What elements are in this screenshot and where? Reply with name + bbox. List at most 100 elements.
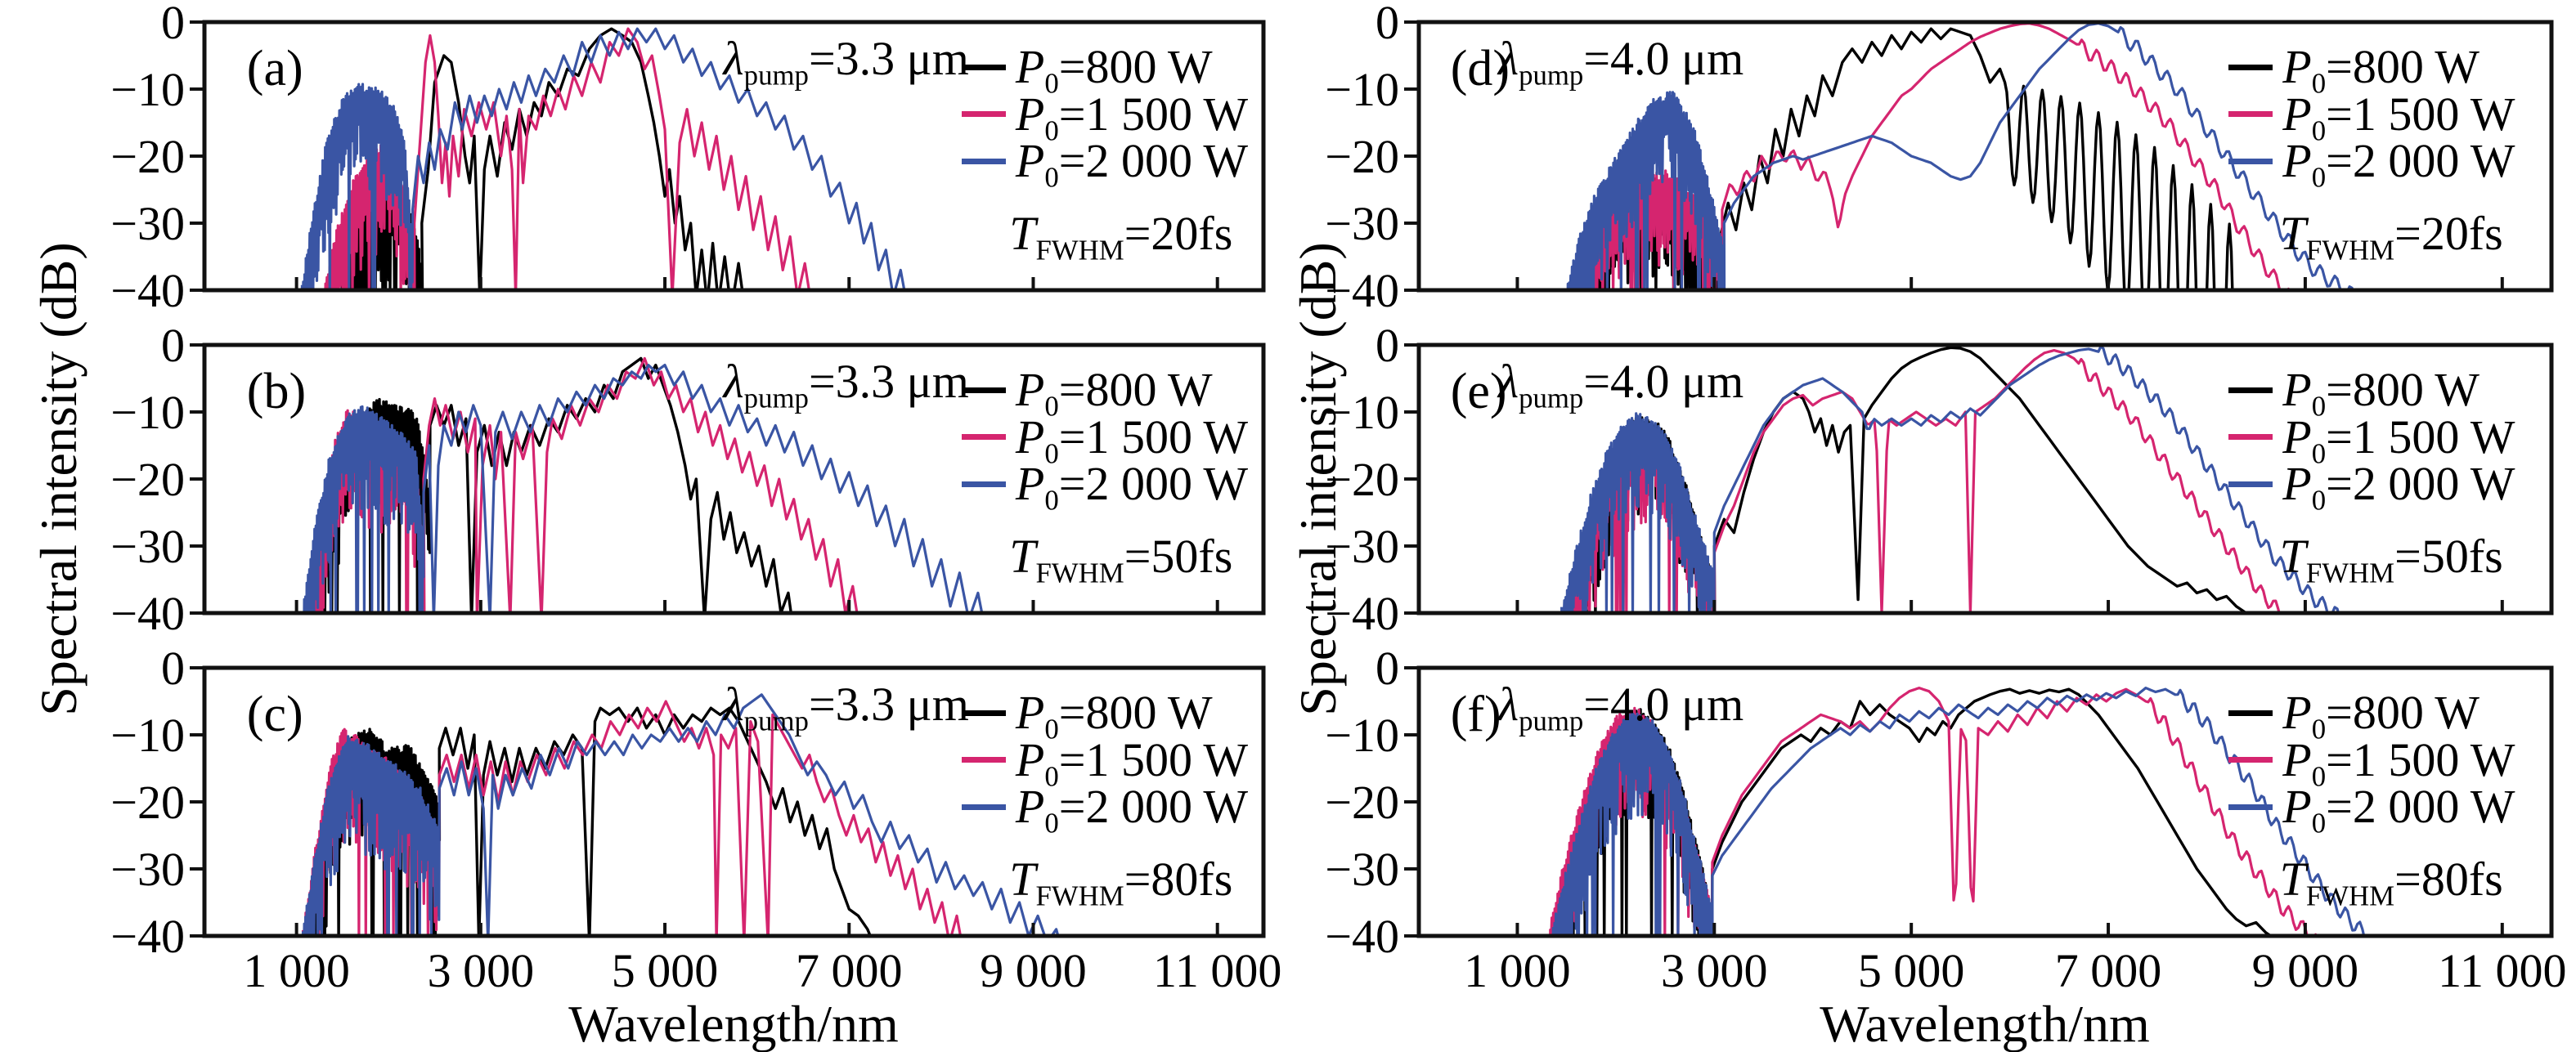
legend-line-sample (961, 111, 1006, 118)
legend-label: P0=2 000 W (1015, 134, 1249, 194)
y-tick-label: −40 (1325, 587, 1399, 640)
y-tick-label: −10 (1325, 386, 1399, 439)
legend-line-sample (961, 757, 1006, 763)
panel-letter: (f) (1450, 687, 1501, 743)
y-tick-label: −10 (1325, 709, 1399, 762)
pulse-duration-annotation: TFWHM=80fs (2279, 852, 2503, 912)
legend-item-2000w: P0=2 000 W (961, 780, 1249, 839)
legend-label: P0=1 500 W (2282, 87, 2515, 147)
pump-wavelength-annotation: λpump=4.0 μm (1497, 32, 1744, 92)
x-tick-label: 5 000 (611, 944, 719, 997)
x-tick-label: 9 000 (2251, 944, 2359, 997)
legend-item-2000w: P0=2 000 W (961, 457, 1249, 517)
legend-item-800w: P0=800 W (961, 40, 1213, 100)
panel-b-curves (303, 356, 984, 613)
legend-label: P0=2 000 W (1015, 780, 1249, 839)
legend-line-sample (961, 804, 1006, 810)
panel-f-curves (1547, 687, 2375, 936)
legend-line-sample (2228, 757, 2273, 763)
legend-label: P0=800 W (1015, 363, 1213, 423)
y-tick-label: −30 (110, 520, 185, 573)
legend-label: P0=800 W (1015, 40, 1213, 100)
x-axis-title-left: Wavelength/nm (568, 995, 899, 1052)
panel-e: (e) λpump=4.0 μm TFWHM=50fs P0=800 W P0=1 50… (1404, 342, 2554, 616)
series-2000w-curve (1560, 345, 2340, 613)
panel-letter: (d) (1450, 41, 1510, 97)
y-tick-label: −20 (110, 130, 185, 183)
legend-line-sample (961, 158, 1006, 164)
y-tick-label: 0 (1376, 642, 1399, 695)
series-2000w-curve (301, 693, 1060, 936)
y-tick-label: −10 (110, 709, 185, 762)
pulse-duration-annotation: TFWHM=20fs (2279, 206, 2503, 266)
panel-a-curves (300, 27, 906, 290)
panel-b-canvas (190, 342, 1266, 616)
legend-item-800w: P0=800 W (2228, 363, 2480, 423)
y-tick-label: −30 (110, 197, 185, 250)
legend-item-2000w: P0=2 000 W (2228, 137, 2515, 192)
legend-label: P0=800 W (2282, 40, 2480, 100)
legend-label: P0=2 000 W (2282, 780, 2515, 839)
legend-line-sample (961, 481, 1006, 487)
x-tick-label: 1 000 (243, 944, 350, 997)
y-tick-label: 0 (161, 319, 185, 372)
panel-c: (c) λpump=3.3 μm TFWHM=80fs P0=800 W P0=1 50… (190, 665, 1266, 938)
y-tick-label: 0 (161, 642, 185, 695)
panel-e-canvas (1404, 342, 2554, 616)
legend-label: P0=2 000 W (1015, 457, 1249, 517)
y-tick-label: −40 (110, 587, 185, 640)
legend-line-sample (2228, 387, 2273, 393)
x-tick-label: 7 000 (2054, 944, 2162, 997)
x-axis-title-right: Wavelength/nm (1820, 995, 2150, 1052)
pump-wavelength-annotation: λpump=3.3 μm (723, 678, 969, 737)
panel-letter: (a) (246, 41, 303, 97)
panel-f-canvas (1404, 665, 2554, 938)
legend-item-2000w: P0=2 000 W (961, 134, 1249, 194)
y-tick-label: −30 (1325, 843, 1399, 896)
panel-c-curves (301, 693, 1060, 936)
legend-item-1500w: P0=1 500 W (2228, 413, 2515, 468)
legend-line-sample (2228, 434, 2273, 441)
series-2000w-curve (1566, 22, 2354, 290)
pulse-duration-annotation: TFWHM=50fs (2279, 529, 2503, 589)
series-2000w-curve (303, 364, 984, 613)
legend-label: P0=800 W (2282, 363, 2480, 423)
y-tick-label: −30 (110, 843, 185, 896)
x-tick-label: 1 000 (1464, 944, 1571, 997)
y-tick-label: −30 (1325, 197, 1399, 250)
legend-line-sample (2228, 710, 2273, 716)
legend-label: P0=1 500 W (1015, 732, 1249, 793)
legend-item-2000w: P0=2 000 W (2228, 460, 2515, 515)
x-tick-label: 3 000 (427, 944, 535, 997)
legend-item-1500w: P0=1 500 W (961, 90, 1248, 145)
y-tick-label: −30 (1325, 520, 1399, 573)
legend-item-800w: P0=800 W (961, 363, 1213, 423)
legend-line-sample (2228, 111, 2273, 118)
series-2000w-curve (300, 27, 906, 290)
legend-item-800w: P0=800 W (961, 686, 1213, 745)
legend-item-1500w: P0=1 500 W (961, 732, 1249, 793)
y-tick-label: −10 (1325, 63, 1399, 116)
x-tick-label: 3 000 (1661, 944, 1768, 997)
legend-label: P0=1 500 W (1015, 410, 1249, 470)
series-1500w-curve (324, 27, 810, 290)
legend-line-sample (2228, 481, 2273, 487)
legend-item-1500w: P0=1 500 W (2228, 87, 2515, 147)
panel-d: (d) λpump=4.0 μm TFWHM=20fs P0=800 W P0=1 50… (1404, 20, 2554, 293)
panel-a-canvas (190, 20, 1266, 293)
panel-b: (b) λpump=3.3 μm TFWHM=50fs P0=800 W P0=1 50… (190, 342, 1266, 616)
x-tick-label: 9 000 (980, 944, 1087, 997)
y-tick-label: −20 (1325, 453, 1399, 506)
y-tick-label: −40 (1325, 910, 1399, 963)
y-tick-label: −40 (110, 264, 185, 317)
legend-label: P0=800 W (1015, 686, 1213, 745)
y-tick-label: −20 (1325, 130, 1399, 183)
legend-label: P0=800 W (2282, 686, 2480, 745)
y-tick-label: −40 (110, 910, 185, 963)
legend-line-sample (2228, 804, 2273, 810)
legend-line-sample (2228, 158, 2273, 164)
x-tick-label: 7 000 (796, 944, 903, 997)
series-1500w-curve (1547, 687, 2318, 936)
y-tick-label: −10 (110, 386, 185, 439)
